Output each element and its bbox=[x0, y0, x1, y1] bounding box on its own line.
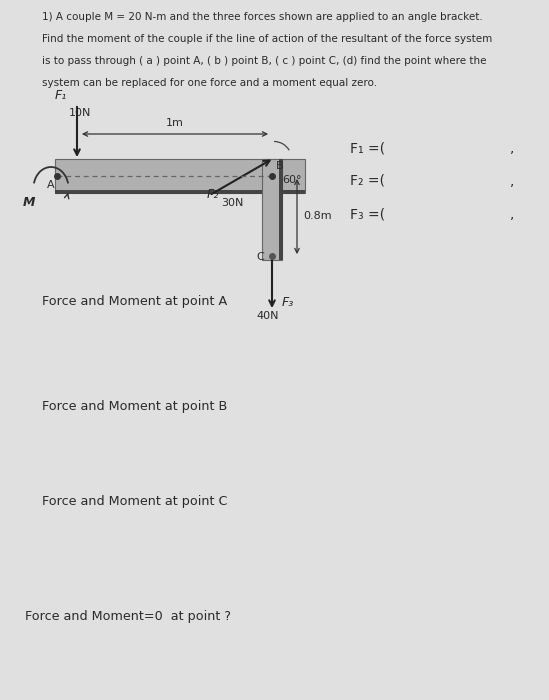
Text: C: C bbox=[256, 252, 264, 262]
Text: 60°: 60° bbox=[282, 175, 301, 185]
Bar bbox=[279, 159, 283, 260]
Text: F₁ =(: F₁ =( bbox=[350, 141, 385, 155]
Text: system can be replaced for one force and a moment equal zero.: system can be replaced for one force and… bbox=[42, 78, 377, 88]
Text: F₂ =(: F₂ =( bbox=[350, 174, 385, 188]
Text: A: A bbox=[47, 180, 55, 190]
Text: F₃ =(: F₃ =( bbox=[350, 207, 385, 221]
Text: 40N: 40N bbox=[256, 311, 278, 321]
Bar bbox=[55, 159, 305, 193]
Text: 30N: 30N bbox=[221, 197, 243, 207]
Text: B: B bbox=[276, 161, 284, 171]
Bar bbox=[262, 159, 282, 260]
Text: ,: , bbox=[510, 174, 514, 188]
Text: 0.8m: 0.8m bbox=[303, 211, 332, 221]
Text: 1m: 1m bbox=[166, 118, 183, 128]
Text: is to pass through ( a ) point A, ( b ) point B, ( c ) point C, (d) find the poi: is to pass through ( a ) point A, ( b ) … bbox=[42, 56, 486, 66]
Text: ,: , bbox=[510, 141, 514, 155]
Text: Force and Moment at point C: Force and Moment at point C bbox=[42, 495, 227, 508]
Text: F₁: F₁ bbox=[55, 89, 67, 102]
Text: Force and Moment at point A: Force and Moment at point A bbox=[42, 295, 227, 308]
Text: 1) A couple M = 20 N-m and the three forces shown are applied to an angle bracke: 1) A couple M = 20 N-m and the three for… bbox=[42, 12, 483, 22]
Text: F₂: F₂ bbox=[207, 188, 219, 202]
Text: 10N: 10N bbox=[69, 108, 91, 118]
Text: M: M bbox=[23, 196, 36, 209]
Text: F₃: F₃ bbox=[282, 296, 294, 309]
Text: ,: , bbox=[510, 207, 514, 221]
Text: Find the moment of the couple if the line of action of the resultant of the forc: Find the moment of the couple if the lin… bbox=[42, 34, 492, 44]
Text: Force and Moment at point B: Force and Moment at point B bbox=[42, 400, 227, 413]
Bar bbox=[55, 190, 305, 194]
Text: Force and Moment=0  at point ?: Force and Moment=0 at point ? bbox=[25, 610, 231, 623]
